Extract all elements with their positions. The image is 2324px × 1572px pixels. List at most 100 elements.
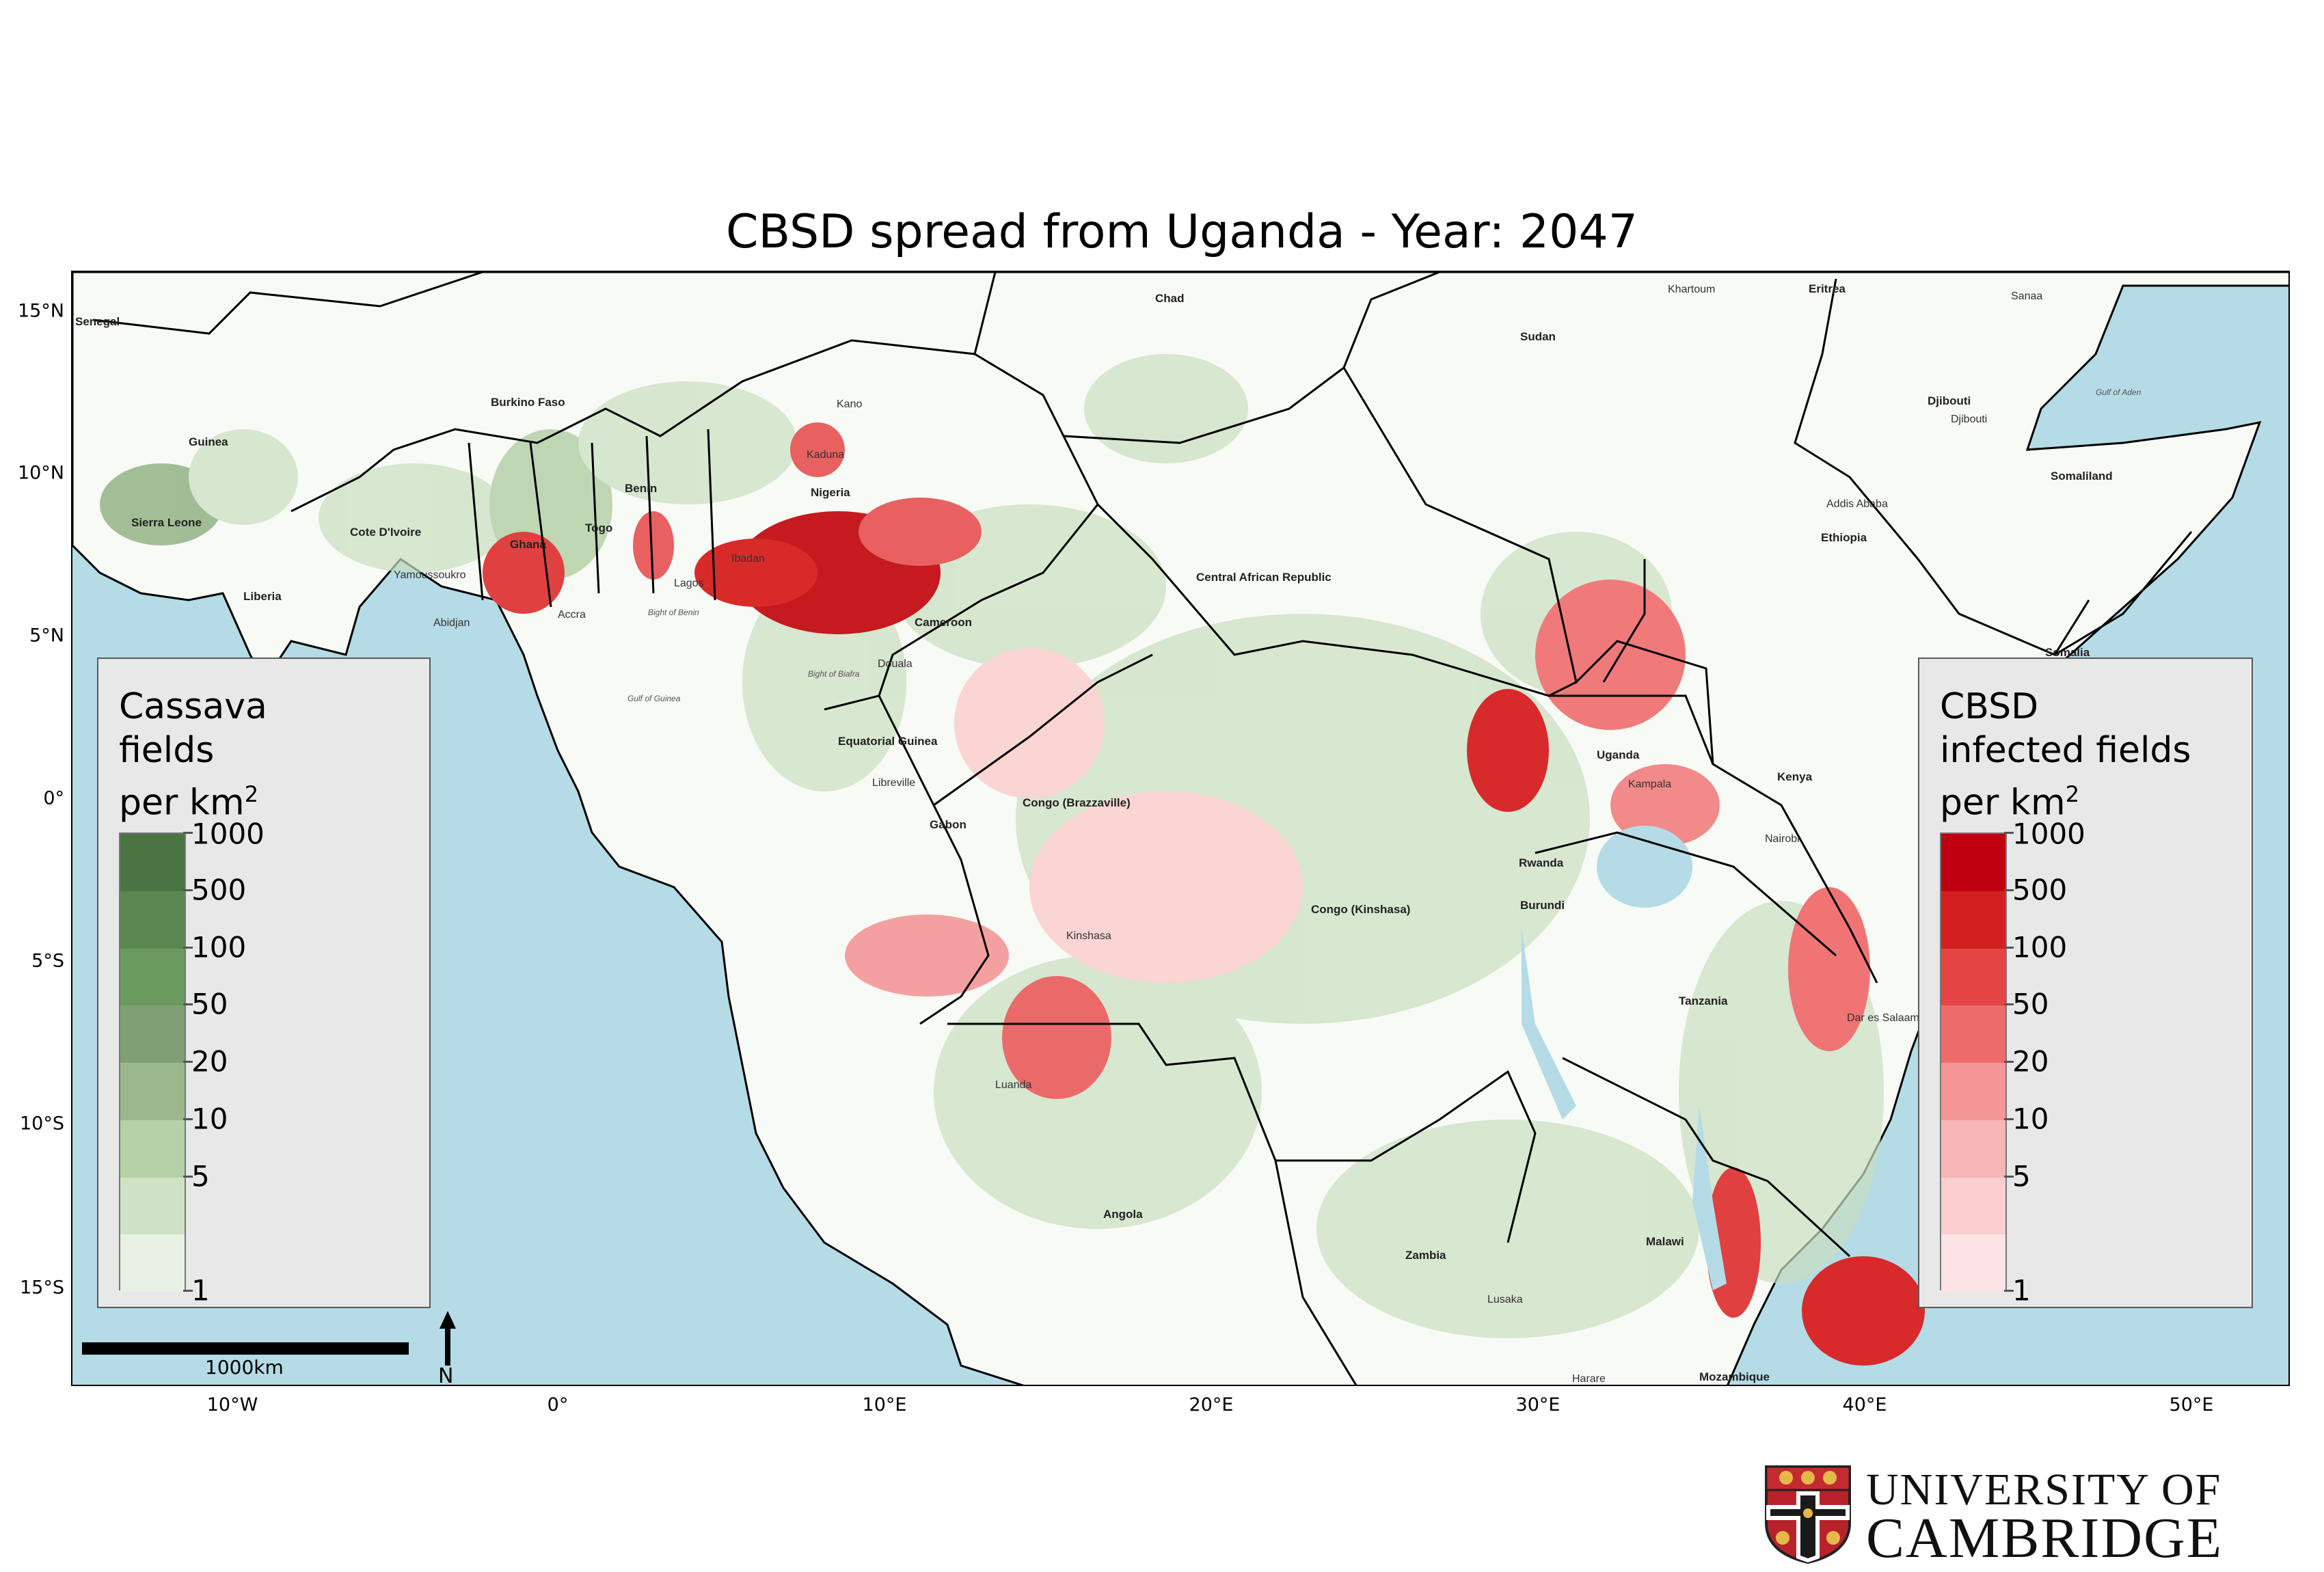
map-canvas: Senegal Guinea Sierra Leone Liberia Cote… — [72, 272, 2288, 1385]
legend_cbsd-swatch — [1941, 1120, 2005, 1178]
label-libreville: Libreville — [872, 777, 915, 789]
water-labels: Gulf of Guinea Bight of Benin Bight of B… — [627, 388, 2141, 703]
label-bight-of-biafra: Bight of Biafra — [808, 669, 860, 679]
lon-tick-0: 0° — [547, 1394, 569, 1415]
cassava-color-scale — [119, 832, 186, 1292]
label-ethiopia: Ethiopia — [1821, 531, 1867, 544]
legend_cbsd-swatch — [1941, 1177, 2005, 1235]
lakes — [1522, 826, 1727, 1290]
city-labels: Kano Kaduna Ibadan Lagos Accra Abidjan Y… — [394, 284, 2042, 1385]
label-addis-ababa: Addis Ababa — [1826, 498, 1888, 510]
lon-tick-10w: 10°W — [206, 1394, 258, 1415]
label-malawi: Malawi — [1646, 1235, 1684, 1248]
label-somaliland: Somaliland — [2051, 470, 2113, 483]
legend_cbsd-swatch — [1941, 948, 2005, 1006]
legend_cassava-tick-label: 5 — [191, 1159, 210, 1193]
lon-tick-10e: 10°E — [862, 1394, 907, 1415]
cbsd-color-scale — [1940, 832, 2007, 1292]
label-eritrea: Eritrea — [1809, 282, 1846, 295]
legend_cassava-tick-label: 1000 — [191, 817, 265, 851]
label-sudan: Sudan — [1520, 330, 1556, 343]
label-abidjan: Abidjan — [433, 617, 470, 629]
legend_cassava-tick-label: 500 — [191, 873, 247, 907]
legend_cbsd-tick-mark — [2004, 946, 2014, 949]
lat-tick-0: 0° — [43, 787, 64, 809]
north-arrow-icon — [440, 1311, 456, 1366]
legend_cbsd-tick-mark — [2004, 1175, 2014, 1178]
legend_cassava-tick-label: 100 — [191, 930, 247, 964]
legend_cbsd-swatch — [1941, 1005, 2005, 1063]
label-benin: Benin — [625, 482, 657, 495]
label-douala: Douala — [878, 658, 913, 670]
label-equatorial-guinea: Equatorial Guinea — [838, 735, 938, 748]
legend_cbsd-tick-label: 20 — [2012, 1044, 2049, 1079]
cbsd-legend-title-line3: per km2 — [1940, 781, 2080, 824]
label-kinshasa: Kinshasa — [1066, 930, 1111, 942]
label-ibadan: Ibadan — [731, 553, 765, 565]
label-djibouti: Djibouti — [1928, 394, 1971, 407]
label-lagos: Lagos — [674, 578, 704, 589]
legend_cbsd-swatch — [1941, 1063, 2005, 1120]
legend_cassava-tick-label: 1 — [191, 1273, 210, 1307]
cassava-legend-title-line3: per km2 — [119, 781, 259, 824]
label-car: Central African Republic — [1196, 571, 1332, 584]
label-bight-of-benin: Bight of Benin — [648, 608, 699, 617]
label-cameroon: Cameroon — [915, 616, 972, 629]
legend_cassava-swatch — [120, 834, 185, 891]
label-ghana: Ghana — [510, 538, 546, 551]
legend_cassava-swatch — [120, 1234, 185, 1292]
lat-tick-10n: 10°N — [17, 462, 64, 484]
legend_cbsd-tick-label: 500 — [2012, 873, 2068, 907]
legend_cassava-swatch — [120, 1005, 185, 1063]
legend_cbsd-tick-mark — [2004, 1061, 2014, 1063]
label-zambia: Zambia — [1405, 1249, 1446, 1262]
scale-bar-label: 1000km — [205, 1356, 284, 1379]
lon-tick-40e: 40°E — [1842, 1394, 1887, 1415]
legend_cbsd-tick-label: 1 — [2012, 1273, 2031, 1307]
legend_cbsd-tick-mark — [2004, 832, 2014, 834]
label-cote-divoire: Cote D'Ivoire — [350, 526, 421, 539]
legend_cbsd-tick-mark — [2004, 1003, 2014, 1006]
cbsd-infection-layer — [483, 422, 1925, 1366]
cbsd-legend-title-line1: CBSD — [1940, 686, 2039, 727]
legend_cassava-tick-mark — [183, 1061, 193, 1063]
legend_cassava-swatch — [120, 1177, 185, 1235]
label-khartoum: Khartoum — [1668, 284, 1715, 295]
cassava-legend-title-line1: Cassava — [119, 686, 267, 727]
legend_cbsd-swatch — [1941, 1234, 2005, 1292]
lat-tick-15s: 15°S — [20, 1277, 64, 1299]
label-sierra-leone: Sierra Leone — [131, 516, 202, 529]
label-sanaa: Sanaa — [2011, 290, 2042, 302]
label-somalia: Somalia — [2045, 646, 2090, 659]
legend_cassava-tick-mark — [183, 1175, 193, 1178]
legend_cbsd-tick-mark — [2004, 1290, 2014, 1292]
north-arrow-label: N — [438, 1364, 454, 1388]
label-nairobi: Nairobi — [1765, 833, 1800, 845]
label-guinea: Guinea — [189, 435, 228, 448]
legend_cbsd-tick-label: 5 — [2012, 1159, 2031, 1193]
cbsd-legend-title: CBSD infected fields per km2 — [1940, 685, 2191, 824]
label-gulf-of-aden: Gulf of Aden — [2096, 388, 2141, 397]
label-gabon: Gabon — [930, 818, 967, 831]
university-logo: UNIVERSITY OF CAMBRIDGE — [1764, 1464, 2290, 1570]
scale-bar — [82, 1342, 409, 1355]
legend_cbsd-tick-label: 1000 — [2012, 817, 2085, 851]
label-burkina-faso: Burkino Faso — [491, 396, 565, 409]
legend_cassava-tick-mark — [183, 889, 193, 891]
label-chad: Chad — [1155, 292, 1185, 305]
legend_cbsd-swatch — [1941, 891, 2005, 949]
legend_cassava-tick-label: 20 — [191, 1044, 228, 1079]
cassava-legend: Cassava fields per km2 1000 500 100 50 20 10 5… — [97, 658, 431, 1308]
cbsd-legend-title-line2: infected fields — [1940, 730, 2191, 771]
legend_cassava-swatch — [120, 948, 185, 1006]
label-djibouti-city: Djibouti — [1951, 414, 1987, 425]
legend_cbsd-tick-mark — [2004, 1117, 2014, 1120]
label-uganda: Uganda — [1597, 748, 1640, 761]
logo-text-line2: CAMBRIDGE — [1866, 1506, 2224, 1570]
label-nigeria: Nigeria — [811, 486, 850, 499]
legend_cbsd-tick-label: 50 — [2012, 987, 2049, 1021]
label-kaduna: Kaduna — [807, 449, 844, 461]
label-harare: Harare — [1572, 1373, 1606, 1385]
lon-tick-20e: 20°E — [1189, 1394, 1234, 1415]
legend_cassava-tick-mark — [183, 832, 193, 834]
